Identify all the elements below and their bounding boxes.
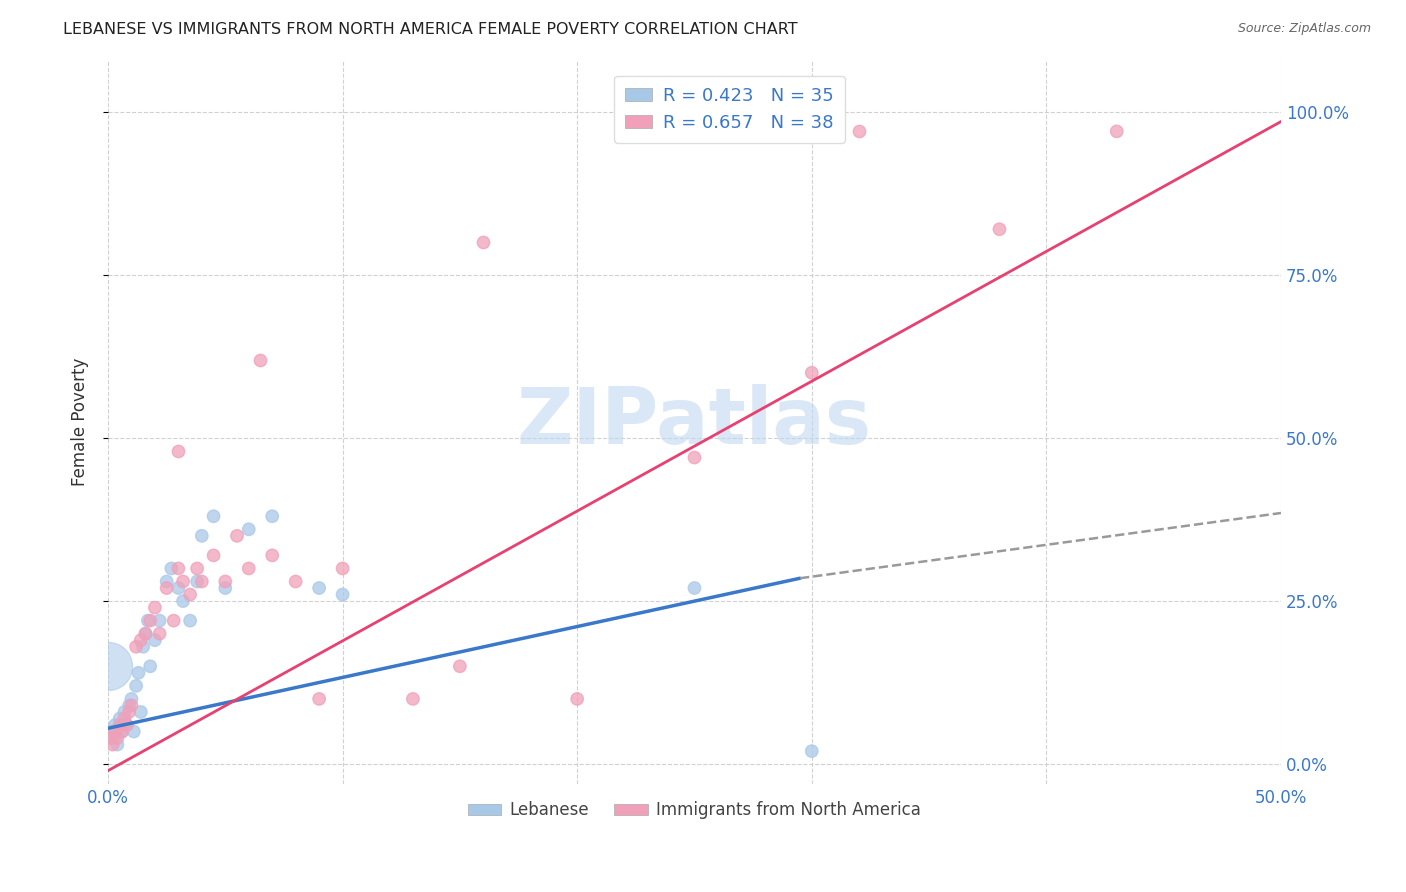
Point <box>179 588 201 602</box>
Point <box>284 574 307 589</box>
Point <box>402 692 425 706</box>
Point <box>135 626 157 640</box>
Point <box>472 235 495 250</box>
Point <box>104 718 127 732</box>
Point <box>135 626 157 640</box>
Point <box>332 588 354 602</box>
Point <box>449 659 471 673</box>
Point <box>112 705 135 719</box>
Y-axis label: Female Poverty: Female Poverty <box>72 358 89 486</box>
Point <box>129 633 152 648</box>
Point <box>139 614 162 628</box>
Point <box>332 561 354 575</box>
Point <box>115 718 138 732</box>
Point <box>143 600 166 615</box>
Point <box>129 705 152 719</box>
Point <box>105 731 128 745</box>
Point <box>120 692 142 706</box>
Point <box>683 450 706 465</box>
Point <box>567 692 589 706</box>
Point <box>848 124 870 138</box>
Point <box>249 352 271 367</box>
Point <box>186 574 208 589</box>
Point <box>308 692 330 706</box>
Point <box>118 698 141 713</box>
Point <box>98 731 121 745</box>
Point <box>179 614 201 628</box>
Point <box>156 581 179 595</box>
Point <box>262 509 284 524</box>
Point <box>118 705 141 719</box>
Point <box>105 738 128 752</box>
Point <box>111 724 134 739</box>
Point <box>800 744 823 758</box>
Point <box>163 614 186 628</box>
Point <box>186 561 208 575</box>
Point <box>125 679 148 693</box>
Point <box>262 549 284 563</box>
Point <box>214 581 236 595</box>
Point <box>115 718 138 732</box>
Point <box>132 640 155 654</box>
Point <box>191 574 214 589</box>
Point <box>108 718 131 732</box>
Point <box>149 614 172 628</box>
Point <box>238 561 260 575</box>
Point <box>167 444 190 458</box>
Point <box>226 529 249 543</box>
Text: Source: ZipAtlas.com: Source: ZipAtlas.com <box>1237 22 1371 36</box>
Point <box>172 594 194 608</box>
Point <box>97 659 120 673</box>
Point <box>112 711 135 725</box>
Point <box>191 529 214 543</box>
Text: LEBANESE VS IMMIGRANTS FROM NORTH AMERICA FEMALE POVERTY CORRELATION CHART: LEBANESE VS IMMIGRANTS FROM NORTH AMERIC… <box>63 22 797 37</box>
Point <box>143 633 166 648</box>
Point <box>136 614 159 628</box>
Point <box>139 659 162 673</box>
Point <box>160 561 183 575</box>
Point <box>149 626 172 640</box>
Point <box>202 509 225 524</box>
Point <box>125 640 148 654</box>
Point <box>202 549 225 563</box>
Point <box>172 574 194 589</box>
Text: ZIPatlas: ZIPatlas <box>517 384 872 459</box>
Point <box>800 366 823 380</box>
Point <box>308 581 330 595</box>
Point <box>1105 124 1128 138</box>
Point <box>101 731 124 745</box>
Legend: Lebanese, Immigrants from North America: Lebanese, Immigrants from North America <box>461 795 928 826</box>
Point <box>98 724 121 739</box>
Point <box>101 738 124 752</box>
Point <box>111 724 134 739</box>
Point <box>238 522 260 536</box>
Point <box>127 665 149 680</box>
Point <box>120 698 142 713</box>
Point <box>214 574 236 589</box>
Point <box>104 724 127 739</box>
Point <box>988 222 1011 236</box>
Point <box>156 574 179 589</box>
Point <box>167 561 190 575</box>
Point <box>167 581 190 595</box>
Point <box>108 711 131 725</box>
Point <box>683 581 706 595</box>
Point <box>122 724 145 739</box>
